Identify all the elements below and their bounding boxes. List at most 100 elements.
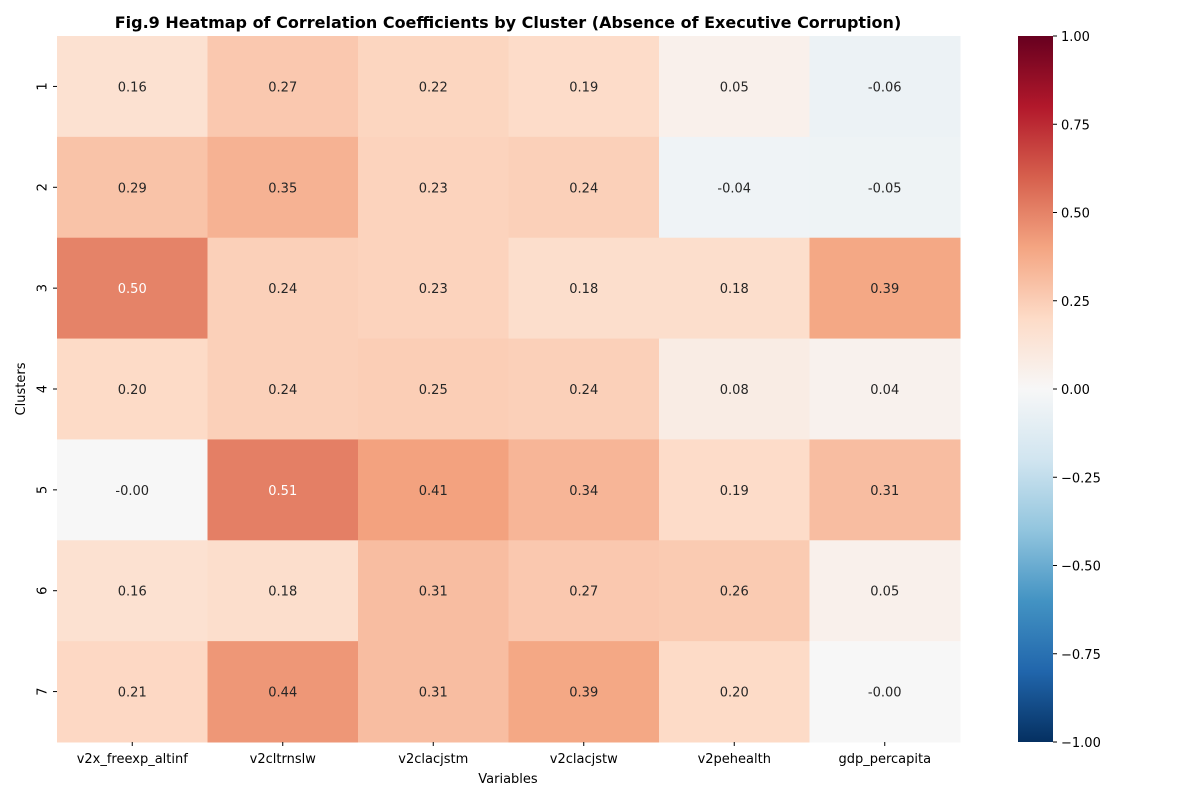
heatmap-cell [207, 439, 359, 541]
colorbar-tick-label: −0.25 [1061, 471, 1101, 486]
heatmap-cells [57, 36, 961, 743]
cell-value-label: 0.39 [569, 686, 598, 701]
heatmap-cell [358, 338, 509, 440]
heatmap-cell [508, 439, 660, 541]
cell-value-label: 0.26 [720, 585, 749, 600]
heatmap-cell [207, 641, 359, 743]
heatmap-cell [809, 36, 961, 138]
cell-value-label: 0.16 [118, 80, 147, 95]
cell-value-label: 0.22 [419, 80, 448, 95]
cell-value-label: 0.31 [870, 484, 899, 499]
cell-value-label: 0.34 [569, 484, 598, 499]
colorbar-tick-label: 1.00 [1061, 30, 1090, 45]
heatmap-cell [659, 36, 810, 138]
x-axis-label: Variables [478, 772, 538, 787]
heatmap-cell [207, 136, 359, 239]
heatmap-cell [659, 439, 810, 541]
cell-value-label: -0.00 [115, 484, 149, 499]
cell-value-label: 0.44 [268, 686, 297, 701]
cell-value-label: 0.16 [118, 585, 147, 600]
heatmap-cell [508, 36, 660, 138]
cell-value-label: -0.06 [868, 80, 902, 95]
cell-value-label: -0.05 [868, 181, 902, 196]
cell-value-label: 0.31 [419, 585, 448, 600]
cell-value-label: 0.24 [268, 282, 297, 297]
heatmap-cell [809, 540, 961, 642]
cell-value-label: 0.20 [118, 383, 147, 398]
heatmap-cell [659, 641, 810, 743]
heatmap-cell [57, 237, 208, 340]
x-tick-label: v2x_freexp_altinf [77, 752, 189, 767]
cell-value-label: 0.31 [419, 686, 448, 701]
heatmap-cell [809, 338, 961, 440]
colorbar: 1.00 0.75 0.50 0.25 0.00 −0.25 −0.50 −0.75 −1.00 [1018, 30, 1101, 751]
heatmap-cell [57, 36, 208, 138]
heatmap-cell [207, 540, 359, 642]
heatmap-cell [358, 540, 509, 642]
y-tick-label: 7 [36, 687, 51, 695]
heatmap-cell [659, 338, 810, 440]
cell-value-label: 0.18 [268, 585, 297, 600]
cell-value-label: 0.41 [419, 484, 448, 499]
heatmap-cell [659, 136, 810, 239]
heatmap-cell [809, 136, 961, 239]
heatmap-cell [57, 338, 208, 440]
heatmap-cell [57, 136, 208, 239]
heatmap-cell [57, 540, 208, 642]
cell-value-label: 0.39 [870, 282, 899, 297]
y-axis-label: Clusters [14, 362, 29, 415]
cell-value-label: 0.05 [870, 585, 899, 600]
cell-value-label: 0.51 [268, 484, 297, 499]
heatmap-cell [207, 338, 359, 440]
y-tick-label: 1 [36, 82, 51, 90]
heatmap-cell [508, 338, 660, 440]
colorbar-tick-label: −0.50 [1061, 560, 1101, 575]
heatmap-cell [207, 237, 359, 340]
x-tick-label: v2cltrnslw [250, 752, 317, 767]
cell-value-label: 0.05 [720, 80, 749, 95]
heatmap-cell [659, 237, 810, 340]
x-axis: v2x_freexp_altinf v2cltrnslw v2clacjstm v2c… [77, 742, 931, 767]
colorbar-gradient [1018, 36, 1053, 742]
y-tick-label: 2 [36, 183, 51, 191]
cell-value-label: 0.29 [118, 181, 147, 196]
cell-value-label: 0.35 [268, 181, 297, 196]
colorbar-tick-label: −0.75 [1061, 648, 1101, 663]
cell-value-label: 0.50 [118, 282, 147, 297]
cell-value-label: 0.18 [569, 282, 598, 297]
cell-value-label: 0.25 [419, 383, 448, 398]
x-tick-label: v2clacjstm [398, 752, 468, 767]
chart-title: Fig.9 Heatmap of Correlation Coefficient… [115, 13, 902, 32]
cell-value-label: 0.24 [569, 181, 598, 196]
cell-value-label: -0.00 [868, 686, 902, 701]
y-tick-label: 3 [36, 284, 51, 292]
heatmap-cell [57, 641, 208, 743]
y-axis: 1 2 3 4 5 6 7 [36, 82, 57, 696]
colorbar-tick-label: 0.00 [1061, 383, 1090, 398]
heatmap-cell [358, 36, 509, 138]
cell-value-label: 0.18 [720, 282, 749, 297]
cell-value-label: 0.04 [870, 383, 899, 398]
x-tick-label: v2pehealth [698, 752, 771, 767]
colorbar-tick-label: 0.50 [1061, 207, 1090, 222]
colorbar-tick-label: 0.75 [1061, 118, 1090, 133]
cell-value-label: 0.23 [419, 181, 448, 196]
heatmap-cell [57, 439, 208, 541]
heatmap-cell [358, 439, 509, 541]
heatmap-cell [508, 540, 660, 642]
y-tick-label: 5 [36, 486, 51, 494]
cell-value-label: 0.24 [268, 383, 297, 398]
cell-value-label: 0.19 [720, 484, 749, 499]
cell-value-label: 0.23 [419, 282, 448, 297]
heatmap-cell [809, 237, 961, 340]
cell-value-label: 0.19 [569, 80, 598, 95]
heatmap-cell [508, 237, 660, 340]
cell-value-labels: 0.16 0.27 0.22 0.19 0.05 -0.06 0.29 0.35 0.23 0.2… [115, 80, 901, 700]
heatmap-cell [809, 439, 961, 541]
heatmap-cell [358, 237, 509, 340]
y-tick-label: 4 [36, 385, 51, 393]
x-tick-label: gdp_percapita [838, 752, 931, 767]
cell-value-label: 0.24 [569, 383, 598, 398]
heatmap-cell [508, 136, 660, 239]
